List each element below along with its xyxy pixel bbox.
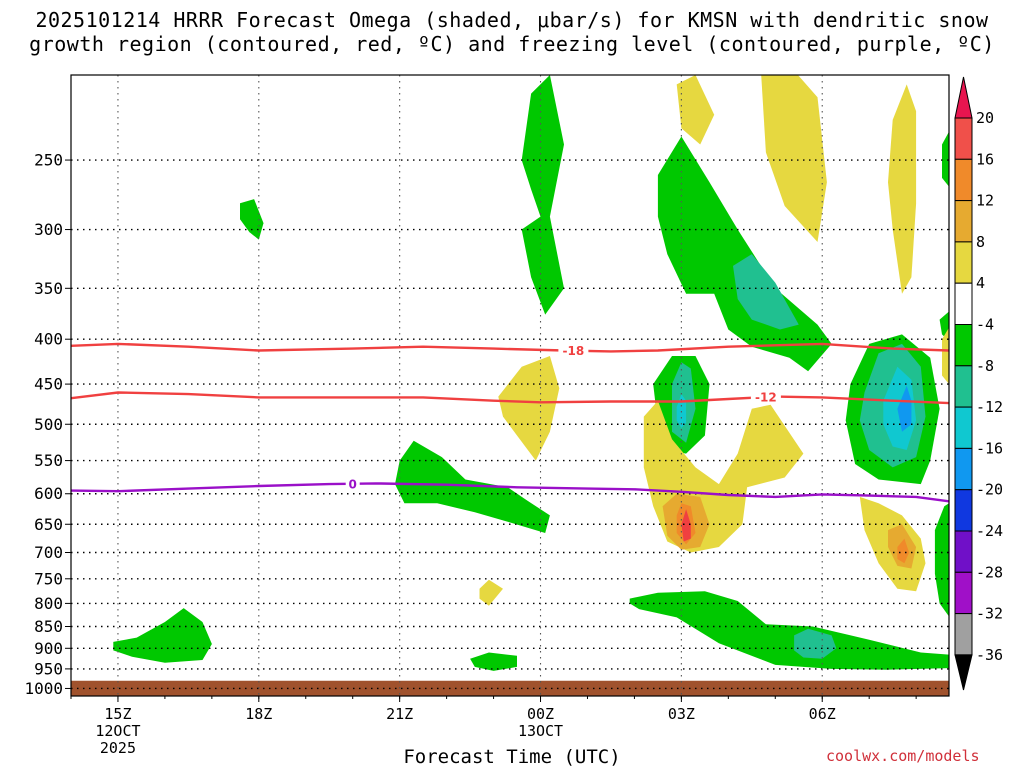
y-tick-label-600: 600 [34, 484, 63, 503]
colorbar: 20 16 12 8 4 -4 -8 -12 -16 -20 -24 -28 -32 -36 [954, 76, 1003, 691]
colorbar-label-16: 16 [976, 150, 994, 168]
x-tick-label-15Z: 15Z [104, 705, 131, 723]
omega-green-00z-top [521, 75, 564, 315]
y-tick-label-700: 700 [34, 543, 63, 562]
y-tick-label-300: 300 [34, 220, 63, 239]
freezing-level-label-bg [345, 476, 360, 491]
colorbar-segment-6 [954, 365, 973, 408]
colorbar-bottom-triangle [954, 654, 973, 691]
y-tick-label-400: 400 [34, 330, 63, 349]
colorbar-segment-8 [954, 447, 973, 491]
colorbar-label--28: -28 [976, 563, 1003, 581]
dendritic-top-line [71, 342, 949, 353]
colorbar-top-triangle [954, 76, 973, 119]
colorbar-segment-10 [954, 530, 973, 573]
colorbar-segment-1 [954, 158, 973, 202]
dendritic-bottom-label: -12 [755, 391, 777, 405]
omega-yellow-2220 [479, 579, 503, 606]
temperature-contours: -18 -12 0 [71, 342, 949, 503]
colorbar-label--32: -32 [976, 605, 1003, 623]
colorbar-label-8: 8 [976, 233, 985, 251]
colorbar-segment-2 [954, 200, 973, 243]
omega-green-2320 [470, 652, 517, 671]
colorbar-label-12: 12 [976, 192, 994, 210]
x-tick-label-03Z: 03Z [668, 705, 695, 723]
x-tick-sublabel-13OCT: 13OCT [518, 722, 563, 740]
colorbar-label--8: -8 [976, 357, 994, 375]
grid-lines [71, 75, 949, 696]
source-credit: coolwx.com/models [826, 747, 980, 765]
colorbar-label-4: 4 [976, 274, 985, 292]
x-tick-sublabel-12OCT: 12OCT [95, 722, 140, 740]
x-tick-sublabel-2025: 2025 [100, 739, 136, 757]
chart-title-line2: growth region (contoured, red, ºC) and f… [29, 32, 995, 56]
colorbar-label--36: -36 [976, 646, 1003, 664]
x-tick-label-21Z: 21Z [386, 705, 413, 723]
plot-frame [70, 74, 950, 697]
y-tick-label-500: 500 [34, 415, 63, 434]
omega-yellow-0230-top [676, 75, 715, 145]
freezing-level-line [71, 482, 949, 503]
omega-yellow-0540 [888, 84, 917, 294]
chart-title-line1: 2025101214 HRRR Forecast Omega (shaded, … [35, 8, 989, 32]
colorbar-segment-5 [954, 324, 973, 367]
y-tick-label-350: 350 [34, 279, 63, 298]
dendritic-bottom-label-bg [750, 390, 781, 405]
freezing-level-label: 0 [349, 477, 357, 491]
y-tick-label-550: 550 [34, 451, 63, 470]
colorbar-label--16: -16 [976, 439, 1003, 457]
omega-shading-layer [113, 75, 949, 671]
colorbar-segment-9 [954, 489, 973, 532]
omega-yellow-00z-mid [498, 356, 560, 461]
omega-green-1530 [113, 608, 212, 663]
omega-yellow-edge [942, 327, 949, 385]
omega-green-0330 [629, 591, 949, 670]
colorbar-label--12: -12 [976, 398, 1003, 416]
omega-green-edge-top [942, 131, 949, 187]
y-tick-label-850: 850 [34, 617, 63, 636]
x-tick-label-18Z: 18Z [245, 705, 272, 723]
x-axis-title: Forecast Time (UTC) [403, 746, 621, 768]
x-tick-label-00Z: 00Z [527, 705, 554, 723]
colorbar-segment-0 [954, 117, 973, 160]
colorbar-segment-7 [954, 406, 973, 449]
dendritic-bottom-line [71, 391, 949, 405]
y-tick-label-950: 950 [34, 659, 63, 678]
x-tick-label-06Z: 06Z [809, 705, 836, 723]
y-tick-label-750: 750 [34, 569, 63, 588]
omega-blue-07z [897, 385, 912, 432]
colorbar-label--20: -20 [976, 481, 1003, 499]
y-tick-label-250: 250 [34, 151, 63, 170]
omega-teal-0430 [794, 628, 837, 659]
omega-red-03z [681, 509, 691, 542]
y-tick-label-800: 800 [34, 594, 63, 613]
y-tick-label-900: 900 [34, 639, 63, 658]
colorbar-segment-11 [954, 571, 973, 615]
y-tick-label-1000: 1000 [24, 679, 63, 698]
y-tick-label-450: 450 [34, 375, 63, 394]
colorbar-segment-4 [954, 282, 973, 326]
colorbar-segment-12 [954, 613, 973, 656]
y-axis: 250 300 350 400 450 500 550 600 650 700 750 800 850 9… [24, 151, 71, 698]
colorbar-label--4: -4 [976, 316, 994, 334]
omega-yellow-0130 [761, 75, 827, 242]
omega-teal-03z-upper [733, 254, 799, 330]
y-tick-label-650: 650 [34, 515, 63, 534]
colorbar-label-20: 20 [976, 109, 994, 127]
dendritic-top-label-bg [558, 343, 589, 358]
omega-darkorange-07z [897, 538, 910, 564]
dendritic-top-label: -18 [563, 344, 585, 358]
colorbar-segment-3 [954, 241, 973, 284]
colorbar-label--24: -24 [976, 522, 1003, 540]
omega-green-edge-low [934, 503, 949, 617]
